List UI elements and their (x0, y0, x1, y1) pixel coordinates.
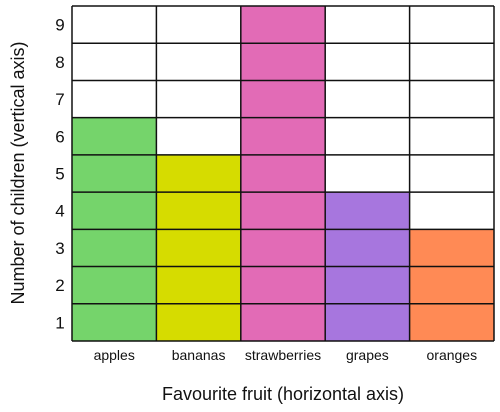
y-tick-label: 2 (55, 276, 64, 295)
y-tick-label: 9 (55, 16, 64, 35)
y-tick-label: 3 (55, 239, 64, 258)
x-category-label: bananas (172, 347, 226, 363)
bar-bananas (156, 154, 241, 341)
y-tick-label: 6 (55, 127, 64, 146)
y-tick-labels: 1 2 3 4 5 6 7 8 9 (55, 16, 64, 333)
y-tick-label: 1 (55, 313, 64, 332)
bar-oranges (409, 229, 494, 341)
x-category-label: grapes (346, 347, 389, 363)
y-tick-label: 4 (55, 202, 64, 221)
x-category-label: oranges (427, 347, 478, 363)
x-category-labels: apples bananas strawberries grapes oranges (94, 347, 478, 363)
x-category-label: apples (94, 347, 135, 363)
y-axis-title: Number of children (vertical axis) (8, 41, 28, 304)
grid-lines (71, 5, 495, 342)
bars-group (72, 6, 494, 342)
x-axis-title: Favourite fruit (horizontal axis) (162, 384, 404, 404)
y-tick-label: 5 (55, 165, 64, 184)
y-tick-label: 7 (55, 90, 64, 109)
bar-strawberries (240, 6, 326, 341)
y-tick-label: 8 (55, 53, 64, 72)
x-category-label: strawberries (245, 347, 321, 363)
